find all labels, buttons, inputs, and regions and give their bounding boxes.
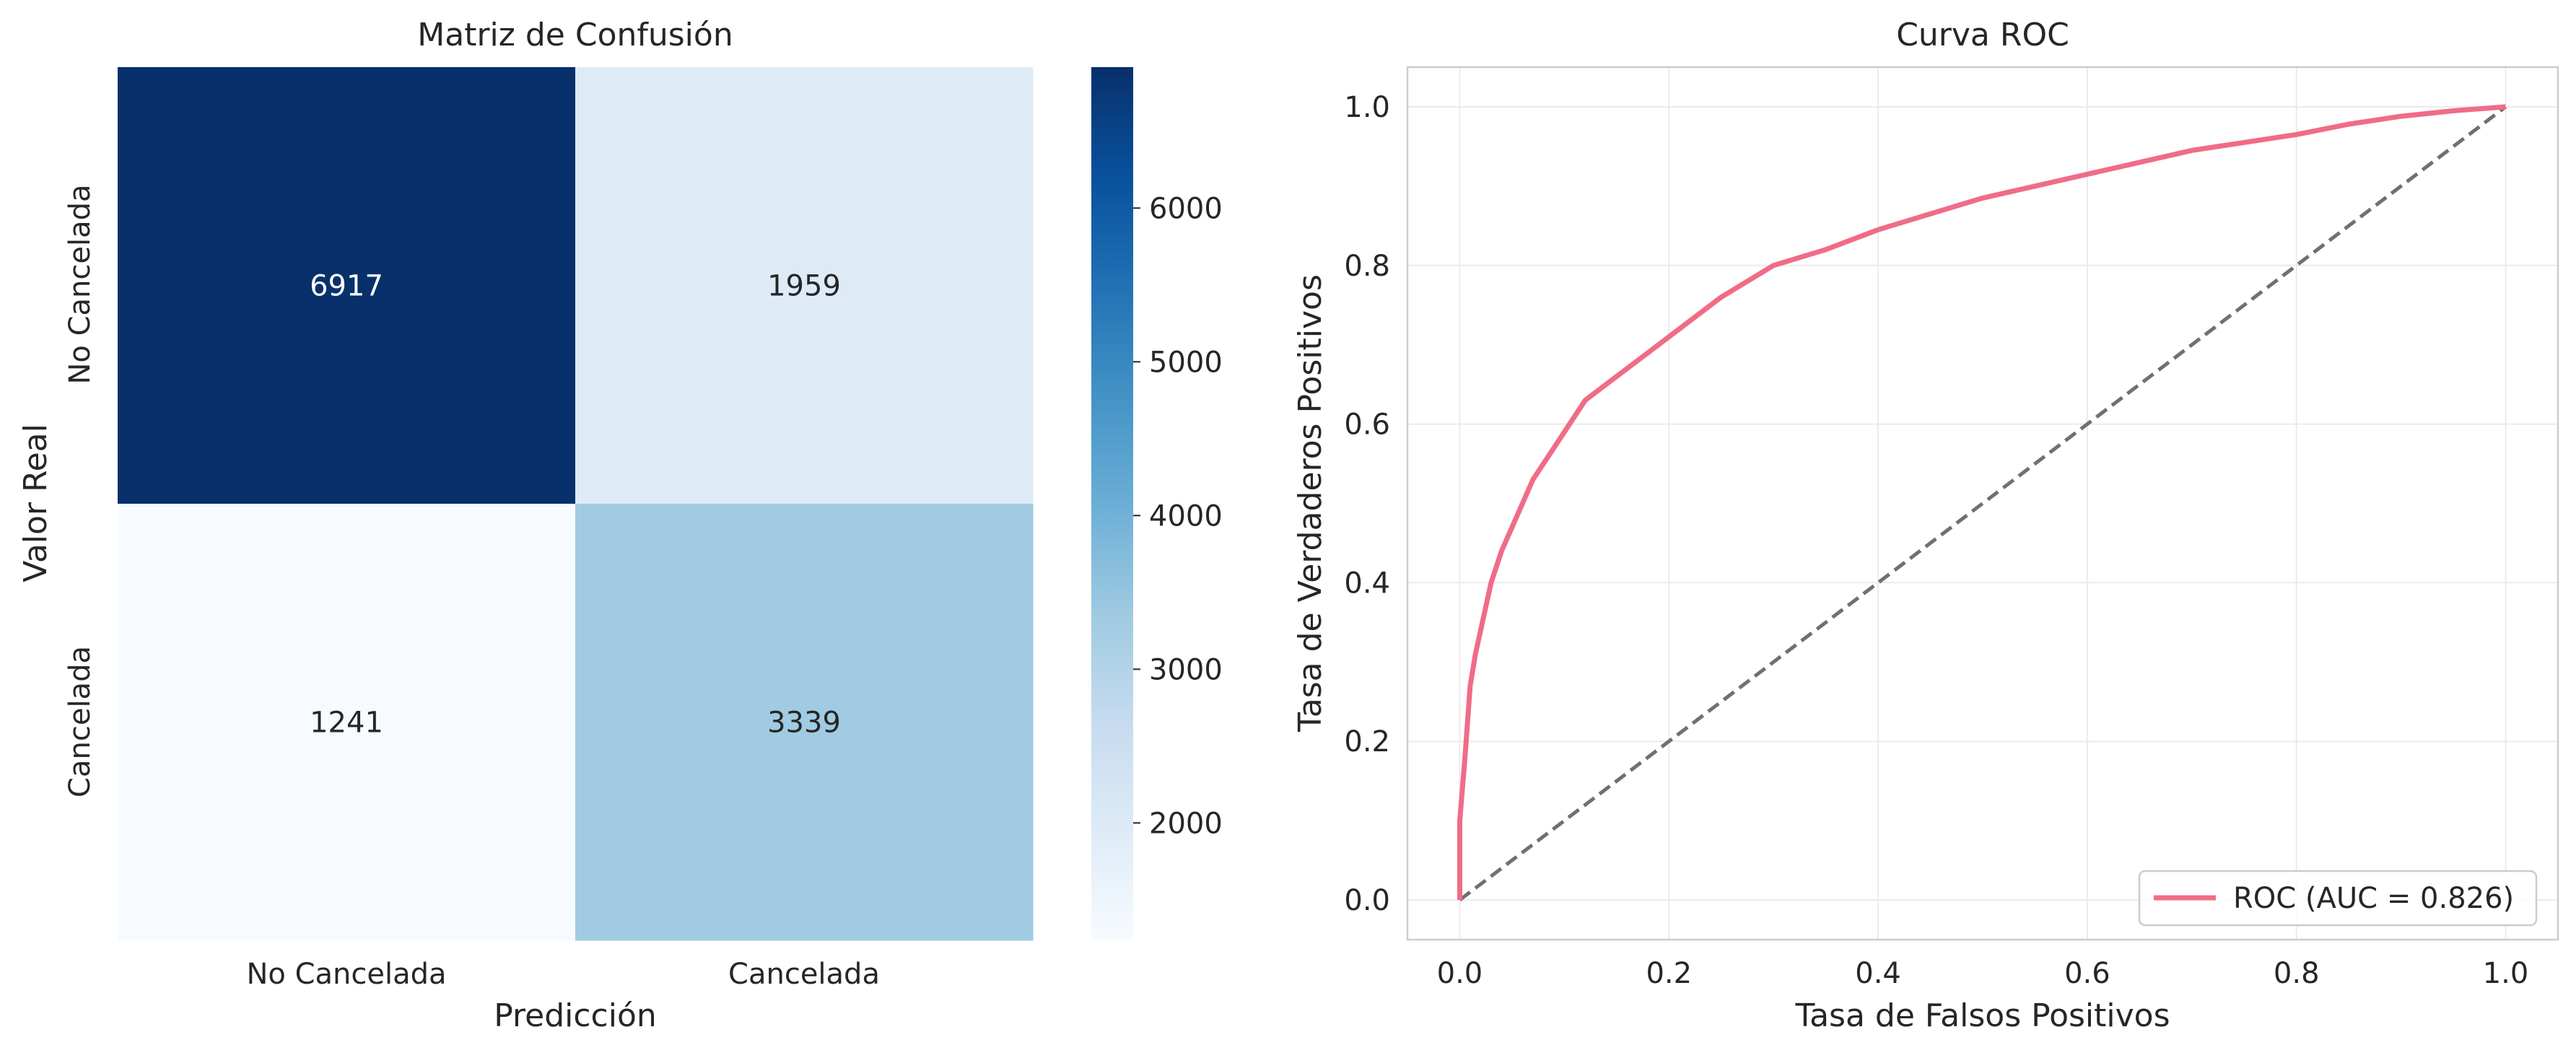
roc-plot-frame — [1406, 66, 2559, 941]
y-tick-label-no-cancelada: No Cancelada — [64, 184, 97, 384]
roc-x-tick-label: 0.2 — [1646, 957, 1692, 990]
confusion-matrix-xlabel: Predicción — [494, 997, 657, 1034]
colorbar-gradient — [1091, 67, 1133, 940]
roc-y-tick-label: 0.4 — [1344, 567, 1390, 600]
chance-diagonal-line — [1458, 105, 2507, 901]
roc-legend: ROC (AUC = 0.826) — [2138, 870, 2538, 927]
heatmap-cell-labels: 6917 1959 1241 3339 — [310, 270, 841, 740]
colorbar-tick-label: 4000 — [1149, 499, 1223, 533]
roc-y-tick-label: 0.2 — [1344, 725, 1390, 758]
legend-roc-label: ROC (AUC = 0.826) — [2233, 882, 2514, 915]
heatmap-cell — [118, 67, 576, 504]
roc-xlabel: Tasa de Falsos Positivos — [1794, 997, 2170, 1034]
colorbar-tick-label: 2000 — [1149, 807, 1223, 840]
roc-x-tick-label: 0.0 — [1437, 957, 1483, 990]
roc-y-tick-label: 0.6 — [1344, 408, 1390, 442]
roc-panel: Curva ROC 0.0 0.2 0.4 0.6 0.8 1.0 0.0 0.2 0.4 0.6… — [1292, 17, 2559, 1034]
heatmap-cell — [575, 504, 1034, 941]
roc-x-tick-label: 0.8 — [2274, 957, 2320, 990]
colorbar-ticks: 2000 3000 4000 5000 6000 — [1133, 192, 1223, 840]
confusion-matrix-panel: Matriz de Confusión 6917 1959 1241 3339 No … — [17, 17, 1034, 1034]
roc-ylabel: Tasa de Verdaderos Positivos — [1292, 274, 1329, 733]
confusion-matrix-ylabel: Valor Real — [17, 424, 54, 582]
roc-x-tick-label: 1.0 — [2483, 957, 2529, 990]
y-tick-label-cancelada: Cancelada — [64, 646, 97, 797]
x-tick-label-no-cancelada: No Cancelada — [246, 958, 446, 991]
colorbar: 2000 3000 4000 5000 6000 — [1091, 67, 1223, 940]
x-tick-label-cancelada: Cancelada — [728, 958, 880, 991]
heatmap-cell-value: 6917 — [310, 270, 383, 303]
roc-y-tick-label: 0.0 — [1344, 884, 1390, 917]
roc-x-tick-label: 0.6 — [2064, 957, 2110, 990]
roc-y-tick-label: 0.8 — [1344, 250, 1390, 283]
heatmap-cell — [118, 504, 576, 941]
heatmap-cell-value: 1241 — [310, 707, 383, 740]
colorbar-tick-label: 6000 — [1149, 192, 1223, 225]
heatmap-cell — [575, 67, 1034, 504]
roc-tick-labels: 0.0 0.2 0.4 0.6 0.8 1.0 0.0 0.2 0.4 0.6 0.8 1.0 — [1344, 91, 2528, 990]
roc-curve-line — [1457, 104, 2506, 900]
heatmap-cells — [118, 67, 1034, 941]
roc-x-tick-label: 0.4 — [1855, 957, 1901, 990]
roc-y-tick-label: 1.0 — [1344, 91, 1390, 124]
confusion-matrix-title: Matriz de Confusión — [417, 17, 733, 53]
roc-title: Curva ROC — [1896, 17, 2069, 53]
colorbar-tick-label: 5000 — [1149, 346, 1223, 379]
heatmap-cell-value: 1959 — [767, 270, 841, 303]
colorbar-tick-label: 3000 — [1149, 653, 1223, 686]
heatmap-cell-value: 3339 — [767, 707, 841, 740]
legend-box — [2138, 870, 2538, 927]
